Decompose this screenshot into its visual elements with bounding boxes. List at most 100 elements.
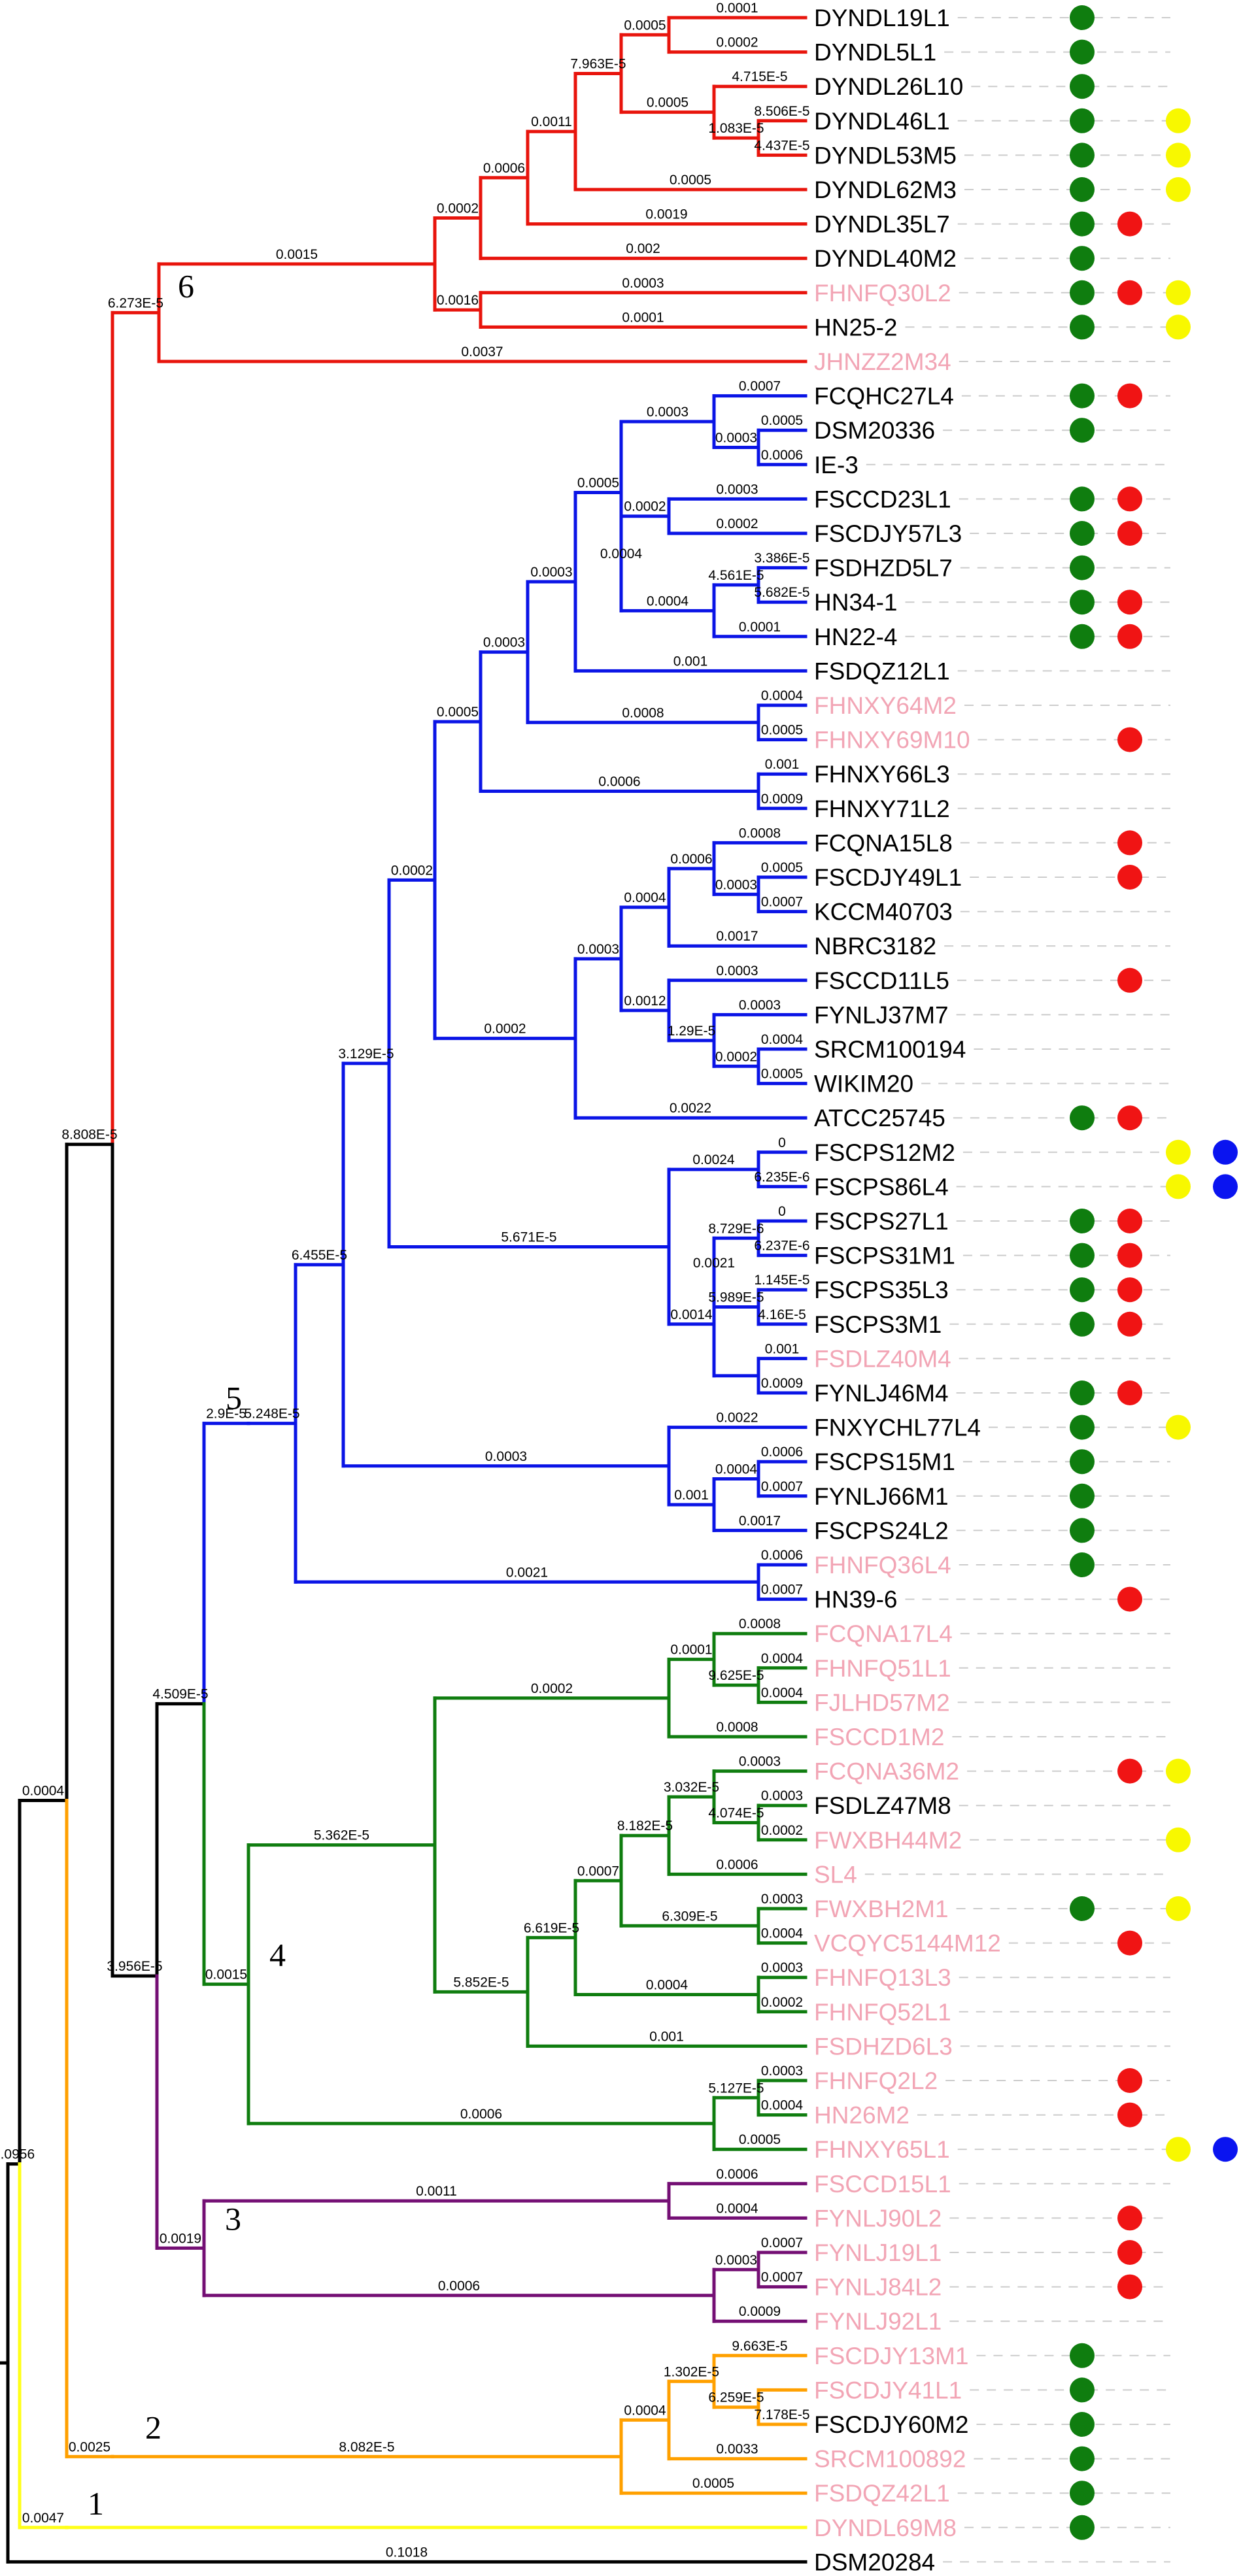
branch-length-label: 0.0003	[485, 1449, 527, 1464]
branch-length-label: 0.0004	[761, 1926, 804, 1941]
branch-length-label: 0.0003	[716, 963, 758, 979]
clade-number-labels: 6 5 4 3 2 1	[88, 267, 286, 2521]
branch-length-label: 0.1018	[386, 2545, 428, 2560]
branch-length-label: 0.0001	[739, 620, 781, 635]
leaf-label: FYNLJ37M7	[814, 1001, 949, 1028]
branch-length-label: 0.0002	[624, 499, 666, 514]
leaf-label: FHNFQ13L3	[814, 1964, 951, 1991]
trait-marker-red	[1117, 1930, 1142, 1956]
branch-length-label: 0.0004	[715, 1462, 758, 1477]
leaf-label: DYNDL19L1	[814, 5, 950, 31]
branch-length-label: 0.0002	[761, 1823, 803, 1838]
leaf-label: DYNDL5L1	[814, 39, 936, 66]
branch-length-label: 6.273E-5	[108, 295, 163, 310]
branch-length-label: 6.309E-5	[662, 1909, 717, 1924]
branch-length-label: 0.0002	[761, 1995, 803, 2010]
branch-length-label: 5.362E-5	[314, 1828, 369, 1843]
trait-marker-red	[1117, 590, 1142, 615]
branch-length-label: 6.455E-5	[292, 1248, 347, 1263]
leaf-label: FSCDJY13M1	[814, 2343, 968, 2369]
leaf-label: FHNFQ51L1	[814, 1655, 951, 1682]
leaf-label: FSCDJY60M2	[814, 2411, 968, 2438]
branch-length-label: 6.619E-5	[524, 1920, 579, 1935]
branch-length-label: 6.235E-6	[754, 1169, 809, 1184]
branch-length-label: 5.127E-5	[708, 2081, 764, 2096]
branch-length-label: 0.0003	[761, 1960, 803, 1975]
trait-marker-green	[1070, 108, 1095, 133]
branch-length-label: 0.0002	[531, 1681, 573, 1696]
trait-marker-green	[1070, 590, 1095, 615]
leaf-label: FSCPS24L2	[814, 1517, 949, 1544]
leaf-label: FJLHD57M2	[814, 1689, 950, 1716]
leaf-label: FSCPS12M2	[814, 1139, 955, 1166]
leaf-label: FCQNA17L4	[814, 1620, 953, 1647]
leaf-label: FYNLJ46M4	[814, 1380, 949, 1407]
trait-marker-green	[1070, 383, 1095, 409]
branch-length-label: 7.178E-5	[754, 2407, 809, 2422]
branch-length-label: 0.0006	[670, 852, 712, 867]
leaf-label: FSCPS3M1	[814, 1311, 942, 1338]
branch-length-label: 0.0003	[739, 997, 781, 1012]
branch-length-label: 8.182E-5	[617, 1818, 673, 1833]
branch-length-label: 0.0003	[577, 942, 619, 957]
branch-length-label: 0.0007	[761, 895, 803, 910]
leaf-label: DYNDL69M8	[814, 2515, 957, 2541]
leaf-label: SRCM100892	[814, 2446, 966, 2473]
trait-marker-green	[1070, 1449, 1095, 1475]
leaf-label: FSCPS15M1	[814, 1448, 955, 1475]
trait-marker-green	[1070, 280, 1095, 305]
branch-length-label: 0.0002	[437, 201, 479, 216]
trait-marker-red	[1117, 2240, 1142, 2265]
trait-marker-yellow	[1166, 1414, 1191, 1440]
trait-marker-yellow	[1166, 2137, 1191, 2162]
leaf-label: FSCDJY49L1	[814, 864, 962, 891]
branch-length-label: 0.0004	[761, 688, 804, 703]
leaf-label: DYNDL26L10	[814, 73, 963, 100]
branch-length-label: 0.0004	[761, 1651, 804, 1666]
branch-length-label: 0.0006	[438, 2279, 480, 2294]
trait-marker-green	[1070, 486, 1095, 512]
leaf-label: VCQYC5144M12	[814, 1930, 1001, 1957]
branch-length-label: 0.0006	[598, 775, 640, 790]
branch-length-label: 1.145E-5	[754, 1273, 809, 1288]
branch-length-label: 4.074E-5	[708, 1806, 764, 1821]
leaf-label: DYNDL46L1	[814, 108, 950, 135]
leaf-label: HN39-6	[814, 1586, 898, 1613]
leaf-label: FCQHC27L4	[814, 383, 954, 410]
clade-label: 1	[88, 2485, 104, 2522]
trait-marker-green	[1070, 39, 1095, 65]
branch-length-label: 0.001	[673, 654, 708, 669]
leaf-label: FSDLZ40M4	[814, 1345, 951, 1372]
trait-marker-green	[1070, 1380, 1095, 1405]
leaf-label: FHNXY65L1	[814, 2136, 950, 2163]
branch-length-label: 0.0002	[391, 863, 433, 878]
trait-marker-green	[1070, 555, 1095, 580]
branch-length-label: 0.0007	[761, 1479, 803, 1494]
leaf-label: FSCPS86L4	[814, 1173, 949, 1200]
leaf-label: FYNLJ66M1	[814, 1483, 949, 1510]
branch-length-label: 0.0003	[716, 482, 758, 497]
branch-length-label: 5.852E-5	[453, 1975, 509, 1990]
branch-length-label: 0.0003	[483, 635, 525, 650]
trait-marker-green	[1070, 624, 1095, 649]
branch-length-label: 0.0009	[739, 2304, 781, 2319]
trait-marker-red	[1117, 1586, 1142, 1612]
trait-marker-green	[1070, 1209, 1095, 1233]
leaf-label: FSCPS31M1	[814, 1243, 955, 1269]
branch-length-label: 0.0005	[761, 723, 803, 738]
branch-length-label: 0.0005	[739, 2132, 781, 2147]
branch-length-label: 0.0012	[624, 994, 666, 1009]
branch-length-label: 3.956E-5	[107, 1959, 162, 1974]
trait-marker-green	[1070, 418, 1095, 443]
leaf-label: FSCCD1M2	[814, 1724, 944, 1750]
trait-marker-yellow	[1166, 1174, 1191, 1199]
trait-marker-red	[1117, 211, 1142, 237]
leaf-label: FHNFQ2L2	[814, 2067, 938, 2094]
branch-length-label: 4.561E-5	[708, 568, 764, 583]
branch-length-label: 0.0037	[461, 344, 503, 360]
leaf-label: FWXBH2M1	[814, 1896, 949, 1922]
trait-marker-green	[1070, 1243, 1095, 1268]
leaf-label: FSDLZ47M8	[814, 1792, 951, 1819]
clade-label: 6	[178, 267, 194, 304]
leaf-label: FSDHZD6L3	[814, 2033, 953, 2060]
